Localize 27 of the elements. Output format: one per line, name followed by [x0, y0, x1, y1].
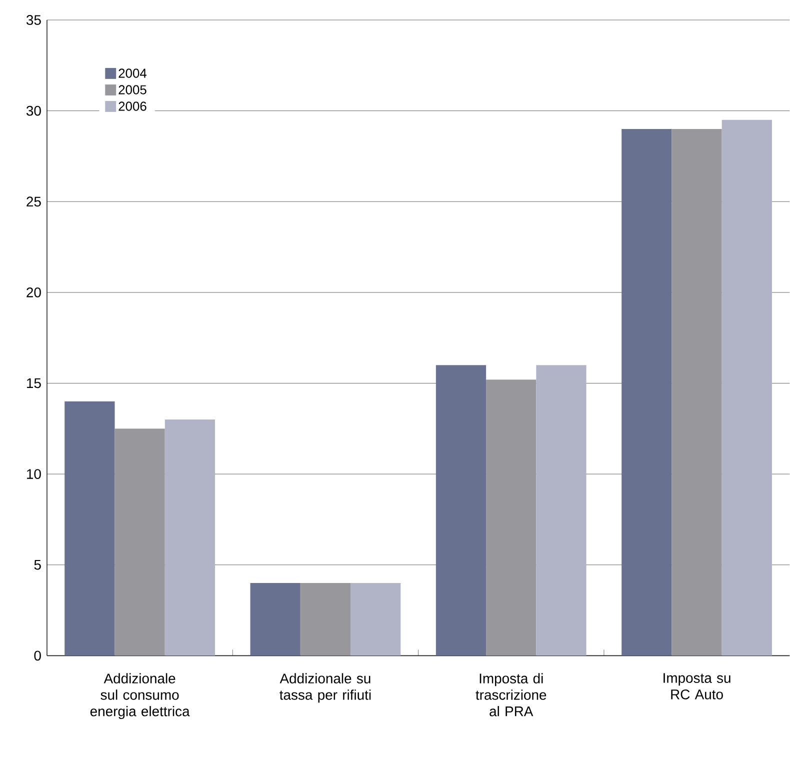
legend-label: 2004	[118, 68, 147, 78]
y-tick-label: 15	[27, 378, 41, 388]
y-tick-label: 35	[26, 15, 41, 26]
y-tick-label: 5	[34, 560, 41, 570]
legend-label: 2005	[118, 85, 146, 95]
x-tick-label: Imposta di trascrizione al PRA	[476, 673, 546, 716]
x-tick-label: Addizionale su tassa per rifiuti	[280, 673, 371, 703]
bar	[436, 365, 486, 656]
bar	[486, 380, 536, 656]
legend-label: 2006	[118, 102, 146, 112]
y-tick-label: 10	[27, 469, 41, 480]
y-tick-label: 25	[26, 196, 41, 207]
bar	[350, 583, 401, 656]
bar	[622, 129, 672, 656]
bar	[722, 120, 772, 656]
x-tick-label: Addizionale sul consumo energia elettrica	[90, 673, 190, 720]
bar	[64, 402, 115, 656]
bar	[672, 129, 722, 656]
bar	[250, 583, 300, 656]
bar	[164, 420, 215, 656]
y-tick-label: 20	[26, 288, 41, 298]
bar	[536, 365, 586, 656]
x-tick-label: Imposta su RC Auto	[664, 673, 730, 700]
y-tick-label: 0	[34, 650, 41, 661]
bar	[300, 583, 351, 656]
bar	[114, 428, 165, 656]
y-tick-label: 30	[26, 106, 41, 116]
